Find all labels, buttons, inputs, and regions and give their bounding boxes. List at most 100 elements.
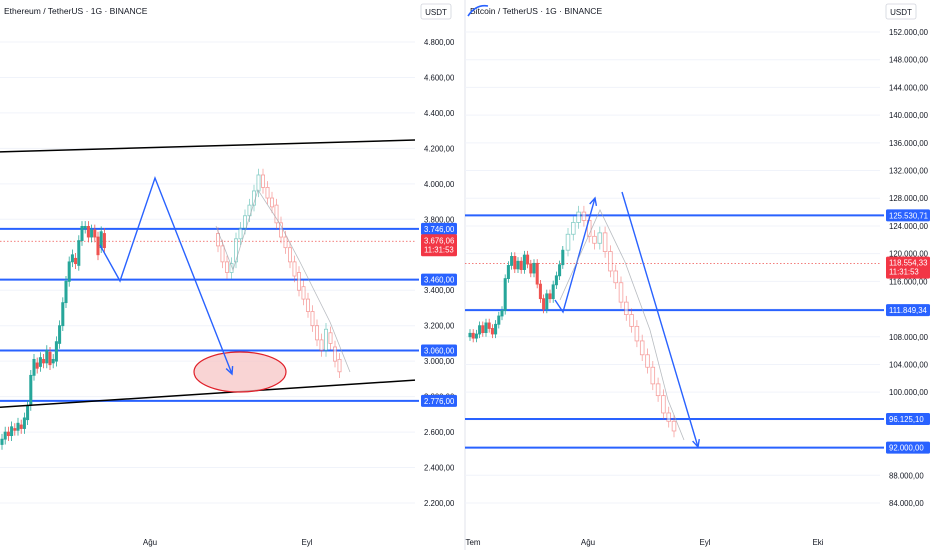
- resistance-trendline[interactable]: [0, 139, 416, 153]
- candle: [0, 433, 4, 450]
- y-tick-label: 132.000,00: [889, 167, 929, 176]
- candle: [576, 205, 581, 229]
- candle: [497, 311, 501, 329]
- candle: [319, 333, 324, 357]
- candle: [624, 295, 629, 321]
- candle: [639, 334, 645, 362]
- y-tick-label: 88.000,00: [889, 471, 924, 480]
- candle-group: [565, 205, 677, 438]
- candle-group: [468, 246, 565, 343]
- candle: [468, 329, 472, 341]
- candle: [243, 209, 247, 235]
- svg-text:USDT: USDT: [425, 8, 447, 17]
- y-tick-label: 116.000,00: [889, 277, 928, 286]
- candle: [48, 346, 52, 371]
- candle: [484, 318, 488, 337]
- currency-badge[interactable]: USDT: [420, 3, 452, 20]
- target-zone-ellipse[interactable]: [193, 351, 287, 393]
- candle: [70, 249, 74, 268]
- candle: [655, 377, 661, 402]
- candle: [558, 260, 562, 280]
- candle: [526, 250, 530, 269]
- candle: [535, 259, 539, 289]
- y-tick-label: 4.800,00: [424, 38, 455, 47]
- candle: [597, 226, 603, 250]
- btc-price-trace: [559, 209, 685, 441]
- x-tick-label: Tem: [465, 538, 480, 547]
- svg-text:125.530,71: 125.530,71: [889, 211, 928, 220]
- eth-projection-arrow[interactable]: [99, 175, 233, 375]
- y-tick-label: 140.000,00: [889, 111, 929, 120]
- candle: [538, 279, 542, 303]
- candle: [6, 426, 10, 441]
- candle: [261, 168, 265, 194]
- y-tick-label: 2.600,00: [424, 428, 455, 437]
- candle: [83, 221, 87, 234]
- candle-group: [0, 221, 106, 450]
- svg-text:11:31:53: 11:31:53: [424, 245, 454, 254]
- svg-text:118.554,33: 118.554,33: [889, 259, 927, 268]
- candle: [554, 271, 558, 289]
- candle: [19, 419, 23, 434]
- y-tick-label: 136.000,00: [889, 139, 929, 148]
- y-tick-label: 4.400,00: [424, 109, 455, 118]
- candle: [10, 421, 14, 441]
- candle: [571, 216, 576, 241]
- candle: [629, 308, 634, 333]
- candle: [45, 345, 49, 369]
- currency-badge[interactable]: USDT: [885, 3, 917, 20]
- candle: [306, 292, 310, 318]
- btc-rally-arrow[interactable]: [554, 197, 596, 314]
- svg-text:USDT: USDT: [890, 8, 912, 17]
- candle: [494, 320, 498, 339]
- candle: [288, 241, 292, 269]
- candle: [519, 257, 523, 274]
- x-tick-label: Eki: [812, 538, 823, 547]
- candle: [64, 276, 68, 308]
- candle: [270, 191, 274, 214]
- eth-price-trace: [215, 189, 351, 373]
- candle: [93, 224, 97, 243]
- svg-text:111.849,34: 111.849,34: [889, 306, 928, 315]
- y-tick-label: 148.000,00: [889, 56, 929, 65]
- svg-text:11:31:53: 11:31:53: [889, 268, 919, 277]
- candle: [96, 231, 100, 261]
- y-tick-label: 3.400,00: [424, 286, 455, 295]
- candle: [613, 264, 618, 289]
- chart-title: Ethereum / TetherUS · 1G · BINANCE: [4, 6, 148, 16]
- y-tick-label: 4.200,00: [424, 144, 455, 153]
- eth-projection-arrow-head: [225, 365, 234, 376]
- btc-drop-arrow[interactable]: [621, 191, 699, 448]
- candle: [54, 336, 58, 367]
- y-tick-label: 104.000,00: [889, 360, 929, 369]
- svg-text:2.776,00: 2.776,00: [424, 397, 455, 406]
- y-tick-label: 124.000,00: [889, 222, 929, 231]
- candle: [487, 318, 491, 333]
- btc-rally-arrow-head: [589, 196, 598, 206]
- y-tick-label: 3.200,00: [424, 322, 455, 331]
- level-label: 92.000,00: [886, 441, 930, 454]
- svg-text:3.746,00: 3.746,00: [424, 225, 455, 234]
- candle: [565, 228, 571, 257]
- candle: [297, 266, 301, 297]
- candle-group: [216, 168, 342, 378]
- y-tick-label: 2.200,00: [424, 499, 455, 508]
- candle: [581, 205, 587, 227]
- candle: [481, 321, 485, 337]
- svg-text:3.676,06: 3.676,06: [424, 236, 454, 245]
- drawing-tool-icon: [467, 4, 489, 17]
- candle: [102, 228, 106, 253]
- x-tick-label: Eyl: [301, 538, 312, 547]
- svg-text:3.460,00: 3.460,00: [424, 276, 455, 285]
- candle: [503, 274, 507, 315]
- candle: [542, 294, 546, 314]
- candle: [516, 257, 520, 274]
- support-trendline[interactable]: [0, 379, 416, 409]
- candle: [602, 226, 608, 258]
- candle: [328, 326, 333, 350]
- candle: [506, 261, 510, 283]
- chart-panel-bitcoin: Bitcoin / TetherUS · 1G · BINANCE USDT 152…: [465, 3, 930, 547]
- candle: [474, 329, 478, 343]
